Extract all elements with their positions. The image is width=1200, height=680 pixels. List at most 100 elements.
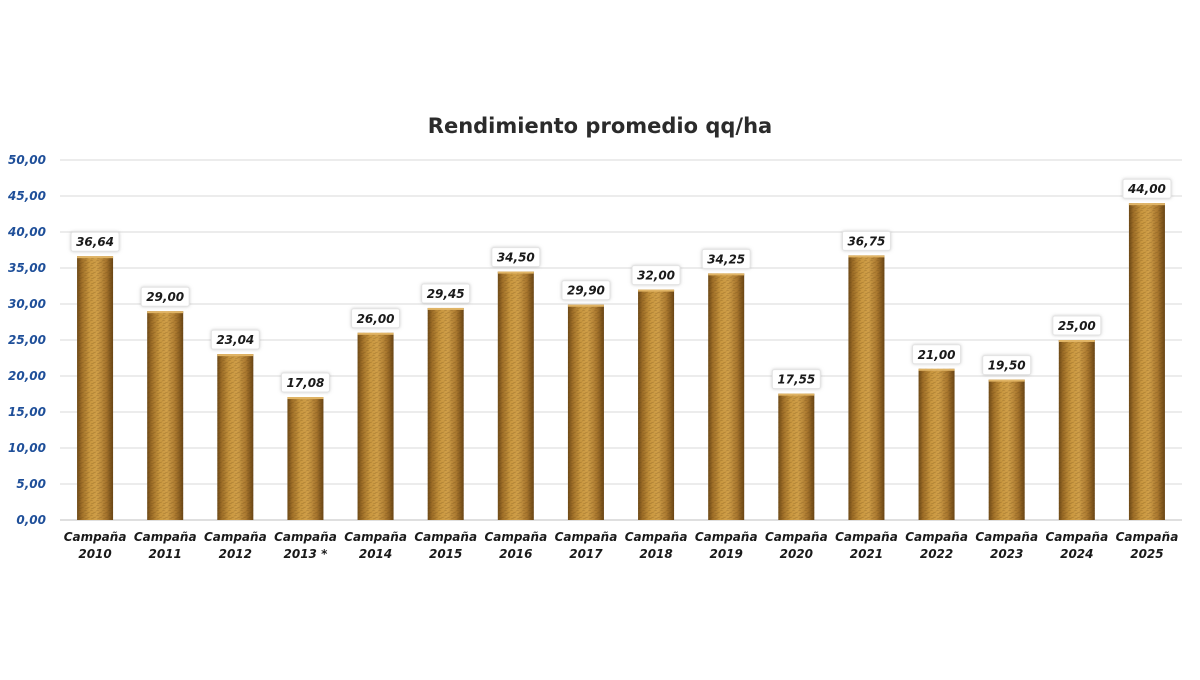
data-label-box	[210, 329, 260, 350]
data-label-box	[1052, 315, 1102, 336]
bar-top-edge	[708, 273, 745, 276]
data-label: 17,55	[771, 369, 821, 390]
data-label-box	[140, 286, 190, 307]
data-label: 17,08	[280, 372, 330, 393]
x-tick-line: 2017	[569, 547, 603, 561]
y-tick-label: 30,00	[8, 297, 46, 311]
x-tick-line: 2014	[359, 547, 392, 561]
x-tick-line: Campaña	[835, 530, 898, 544]
bar-texture	[427, 307, 464, 520]
x-tick-label: Campaña 2013 *	[274, 530, 337, 561]
data-label-text: 36,75	[847, 234, 885, 248]
bar	[1058, 340, 1095, 520]
bar	[77, 256, 114, 520]
data-label: 29,00	[140, 286, 190, 307]
x-tick-line: 2010	[78, 547, 111, 561]
x-tick-label: Campaña 2011	[134, 530, 197, 561]
x-tick-line: 2012	[219, 547, 252, 561]
y-tick-label: 40,00	[7, 225, 46, 239]
y-axis: 0,00 5,00 10,00 15,00 20,00 25,00 30,00 35,00 40…	[7, 153, 46, 527]
x-tick-label: Campaña 2024	[1045, 530, 1108, 561]
data-label-text: 21,00	[918, 348, 956, 362]
bar-top-edge	[567, 304, 604, 307]
data-label: 26,00	[351, 308, 401, 329]
x-tick-line: Campaña	[695, 530, 758, 544]
data-label: 34,50	[491, 247, 541, 268]
x-tick-label: Campaña 2014	[344, 530, 407, 561]
data-label-box	[701, 248, 751, 269]
y-tick-label: 20,00	[8, 369, 46, 383]
data-label: 44,00	[1122, 178, 1172, 199]
data-label-text: 19,50	[988, 359, 1026, 373]
x-tick-label: Campaña 2020	[765, 530, 828, 561]
bar	[147, 311, 184, 520]
bar-texture	[77, 256, 114, 520]
bar	[427, 307, 464, 520]
x-tick-label: Campaña 2010	[64, 530, 127, 561]
data-label-text: 29,45	[427, 287, 465, 301]
data-label: 36,75	[841, 230, 891, 251]
x-tick-label: Campaña 2021	[835, 530, 898, 561]
x-tick-line: Campaña	[204, 530, 267, 544]
data-label: 29,45	[421, 283, 471, 304]
bar-top-edge	[918, 368, 955, 371]
data-label: 32,00	[631, 265, 681, 286]
bar-texture	[287, 397, 324, 520]
data-label-text: 34,50	[497, 251, 535, 265]
data-label-text: 25,00	[1058, 319, 1096, 333]
x-tick-line: Campaña	[765, 530, 828, 544]
bar-texture	[848, 255, 885, 520]
x-tick-label: Campaña 2025	[1116, 530, 1179, 561]
data-label-text: 17,08	[286, 376, 324, 390]
bar-top-edge	[638, 289, 675, 292]
bar	[638, 289, 675, 520]
bar	[778, 393, 815, 520]
bar-top-edge	[147, 311, 184, 314]
x-tick-line: 2013 *	[284, 547, 329, 561]
data-label: 29,90	[561, 280, 611, 301]
bar	[1128, 203, 1165, 520]
x-tick-line: Campaña	[64, 530, 127, 544]
bar-top-edge	[988, 379, 1025, 382]
x-tick-line: Campaña	[134, 530, 197, 544]
data-label-box	[631, 265, 681, 286]
x-tick-line: 2016	[499, 547, 532, 561]
bar-texture	[217, 354, 254, 520]
bar-texture	[638, 289, 675, 520]
x-tick-label: Campaña 2019	[695, 530, 758, 561]
x-tick-line: Campaña	[905, 530, 968, 544]
x-tick-line: 2024	[1060, 547, 1093, 561]
bar-texture	[1058, 340, 1095, 520]
bar	[357, 332, 394, 520]
y-tick-label: 45,00	[7, 189, 46, 203]
data-label: 21,00	[912, 344, 962, 365]
bar	[287, 397, 324, 520]
bar-texture	[147, 311, 184, 520]
y-tick-label: 35,00	[8, 261, 46, 275]
x-tick-line: 2018	[639, 547, 672, 561]
data-label-text: 32,00	[637, 269, 675, 283]
data-label-text: 29,90	[567, 284, 605, 298]
x-tick-line: Campaña	[1045, 530, 1108, 544]
data-label-text: 36,64	[76, 235, 114, 249]
x-tick-line: 2011	[148, 547, 181, 561]
data-label-text: 23,04	[216, 333, 254, 347]
bar-top-edge	[287, 397, 324, 400]
bar	[217, 354, 254, 520]
data-label-text: 17,55	[777, 373, 815, 387]
x-tick-line: Campaña	[344, 530, 407, 544]
bar-texture	[708, 273, 745, 520]
data-label-box	[561, 280, 611, 301]
x-tick-line: Campaña	[274, 530, 337, 544]
data-label-box	[491, 247, 541, 268]
bars	[77, 203, 1165, 520]
y-tick-label: 0,00	[16, 513, 46, 527]
bar-texture	[497, 271, 534, 520]
x-tick-label: Campaña 2016	[484, 530, 547, 561]
chart-title: Rendimiento promedio qq/ha	[428, 114, 772, 138]
x-tick-line: Campaña	[555, 530, 618, 544]
x-tick-label: Campaña 2012	[204, 530, 267, 561]
x-tick-line: 2020	[780, 547, 813, 561]
data-label-box	[982, 355, 1032, 376]
